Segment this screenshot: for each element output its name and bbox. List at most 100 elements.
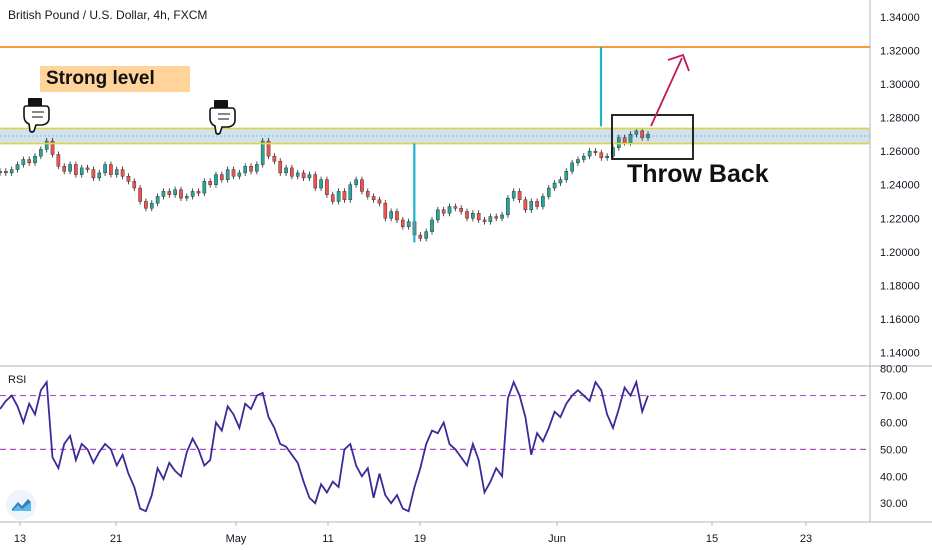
- candle: [27, 156, 31, 166]
- candle: [161, 188, 166, 200]
- candle: [336, 188, 341, 205]
- candle: [126, 173, 131, 185]
- price-tick-label: 1.14000: [880, 348, 920, 360]
- price-tick-label: 1.32000: [880, 45, 920, 57]
- price-tick-label: 1.26000: [880, 146, 920, 158]
- level-zone: [0, 128, 870, 144]
- candle: [570, 159, 574, 175]
- candle: [441, 206, 446, 217]
- candle: [220, 171, 224, 183]
- time-tick-label: May: [226, 533, 247, 545]
- price-tick-label: 1.34000: [880, 12, 920, 24]
- candle: [179, 186, 183, 202]
- candle: [97, 169, 102, 181]
- candle: [377, 196, 382, 207]
- candle: [202, 178, 207, 197]
- strong-level-label: Strong level: [40, 66, 190, 92]
- candle: [541, 193, 545, 210]
- candle: [21, 156, 26, 168]
- candle: [295, 169, 300, 180]
- candle: [453, 203, 458, 212]
- candle: [39, 146, 43, 160]
- candle: [196, 188, 201, 197]
- candle: [494, 213, 499, 222]
- candle: [167, 188, 172, 198]
- candle: [406, 218, 411, 230]
- candle: [79, 164, 84, 178]
- candle: [114, 166, 119, 178]
- candle: [103, 161, 107, 176]
- rsi-tick-label: 80.00: [880, 364, 908, 376]
- throw-back-box[interactable]: [611, 114, 694, 160]
- candle: [33, 153, 37, 166]
- candle: [459, 205, 463, 215]
- candle: [68, 161, 72, 175]
- target-arrow[interactable]: [650, 57, 683, 127]
- price-tick-label: 1.16000: [880, 314, 920, 326]
- candle: [85, 164, 90, 173]
- candle: [424, 228, 428, 242]
- price-tick-label: 1.22000: [880, 213, 920, 225]
- rsi-tick-label: 40.00: [880, 471, 908, 483]
- candle: [44, 138, 49, 153]
- candle: [482, 216, 487, 225]
- pointing-hand-icon: [23, 98, 50, 133]
- candle: [371, 193, 376, 203]
- candle: [144, 198, 148, 212]
- candle: [488, 213, 493, 225]
- time-tick-label: Jun: [548, 533, 566, 545]
- candle: [237, 169, 242, 180]
- candle: [640, 127, 644, 141]
- rsi-tick-label: 60.00: [880, 417, 908, 429]
- rsi-line[interactable]: [0, 379, 649, 513]
- candle: [4, 168, 8, 176]
- candle: [325, 176, 329, 198]
- candle: [138, 185, 142, 205]
- candle: [576, 156, 580, 166]
- candle: [50, 138, 55, 158]
- candle: [132, 178, 137, 192]
- rsi-tick-label: 30.00: [880, 498, 908, 510]
- candle: [278, 158, 283, 176]
- candle: [313, 171, 318, 192]
- candle: [401, 216, 405, 230]
- level-lines: [0, 46, 870, 145]
- time-axis[interactable]: 13 21 May 11 19 Jun 15 23: [14, 522, 812, 545]
- price-tick-label: 1.28000: [880, 113, 920, 125]
- chart-title: British Pound / U.S. Dollar, 4h, FXCM: [8, 8, 208, 22]
- throw-back-label: Throw Back: [627, 160, 769, 188]
- candle: [506, 195, 510, 218]
- candle: [56, 151, 61, 170]
- price-tick-label: 1.20000: [880, 247, 920, 259]
- candle: [15, 161, 20, 173]
- candle: [587, 148, 592, 160]
- tradingview-logo-icon[interactable]: [6, 490, 36, 520]
- price-tick-label: 1.30000: [880, 79, 920, 91]
- price-axis[interactable]: 1.14000 1.16000 1.18000 1.20000 1.22000 1.240…: [880, 12, 920, 510]
- candle: [511, 188, 516, 202]
- measure-lines: [413, 47, 603, 243]
- time-tick-label: 19: [414, 533, 426, 545]
- candle: [365, 188, 370, 200]
- candle: [535, 198, 539, 210]
- time-tick-label: 23: [800, 533, 812, 545]
- rsi-series: [0, 379, 870, 513]
- candle: [255, 161, 259, 175]
- candle: [214, 171, 218, 188]
- candle: [634, 127, 639, 138]
- candle: [383, 200, 388, 222]
- candle: [646, 131, 650, 141]
- target-arrow-head: [667, 53, 690, 72]
- candle: [447, 203, 452, 217]
- time-tick-label: 15: [706, 533, 718, 545]
- candle: [471, 210, 475, 222]
- candle: [62, 163, 67, 175]
- candle: [260, 138, 265, 168]
- candle: [389, 208, 393, 222]
- candle: [249, 163, 253, 175]
- candle: [190, 188, 195, 200]
- candle: [319, 176, 323, 192]
- candle: [418, 232, 423, 242]
- candle: [593, 148, 598, 156]
